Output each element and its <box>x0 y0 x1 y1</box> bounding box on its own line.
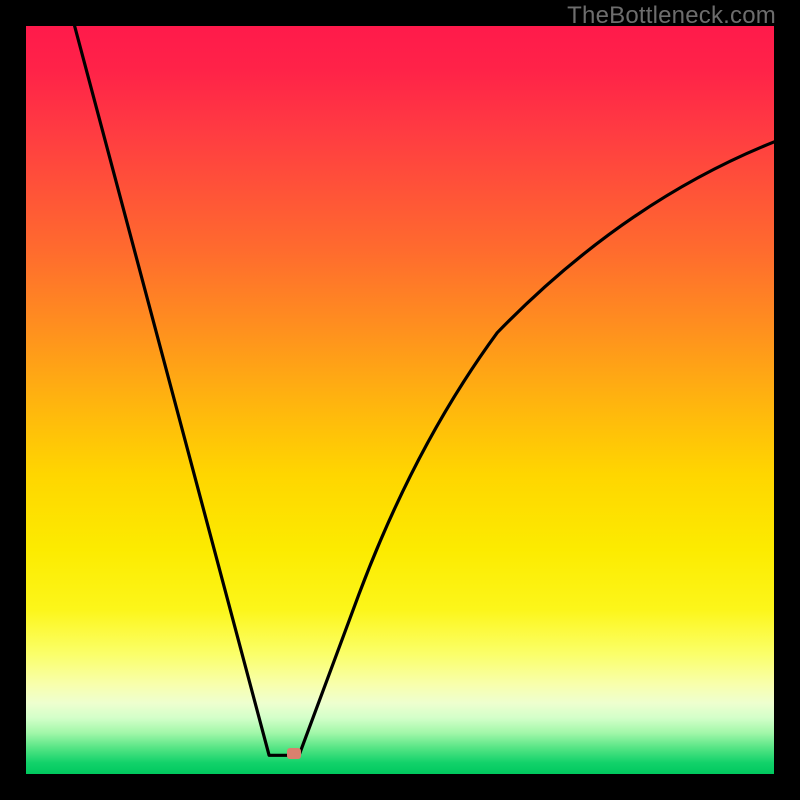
watermark-text: TheBottleneck.com <box>567 2 776 30</box>
chart-container: TheBottleneck.com <box>0 0 800 800</box>
valley-marker <box>287 748 301 759</box>
chart-background-gradient <box>26 26 774 774</box>
